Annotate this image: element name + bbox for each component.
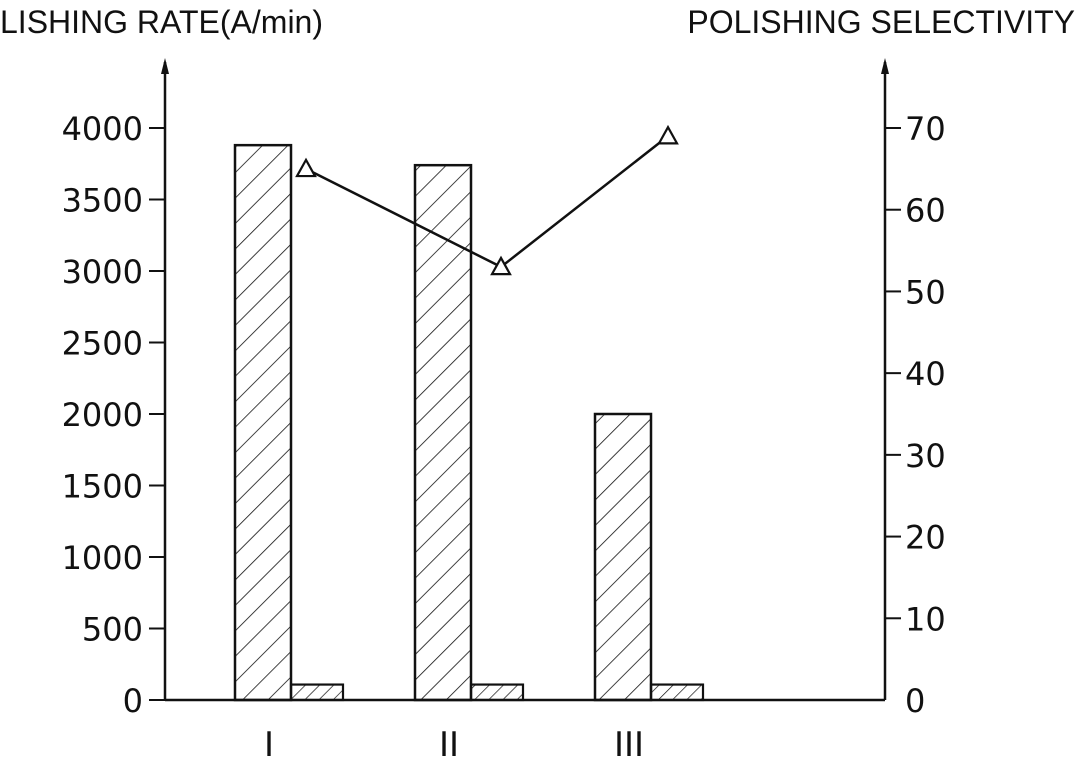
left-tick-label: 3000	[62, 253, 143, 291]
bar-small-rate	[291, 685, 343, 700]
right-tick-label: 60	[905, 192, 946, 230]
right-tick-label: 20	[905, 519, 946, 557]
bar-polishing-rate	[415, 165, 471, 700]
left-tick-label: 500	[82, 611, 143, 649]
bar-polishing-rate	[595, 414, 651, 700]
right-tick-label: 0	[905, 682, 925, 720]
left-axis-arrow	[161, 58, 169, 74]
left-tick-label: 1500	[62, 468, 143, 506]
left-tick-label: 0	[123, 682, 143, 720]
selectivity-line	[306, 136, 668, 267]
bar-polishing-rate	[235, 145, 291, 700]
category-label: I	[264, 725, 274, 763]
left-axis-label: LISHING RATE(A/min)	[0, 4, 323, 41]
left-tick-label: 3500	[62, 182, 143, 220]
left-tick-label: 4000	[62, 110, 143, 148]
right-tick-label: 50	[905, 273, 946, 311]
category-label: II	[439, 725, 459, 763]
right-tick-label: 30	[905, 437, 946, 475]
selectivity-point	[492, 258, 510, 274]
selectivity-point	[297, 160, 315, 176]
selectivity-point	[659, 127, 677, 143]
category-label: III	[614, 725, 644, 763]
left-tick-label: 1000	[62, 539, 143, 577]
right-tick-label: 70	[905, 110, 946, 148]
right-axis-label: POLISHING SELECTIVITY	[687, 4, 1075, 41]
right-tick-label: 40	[905, 355, 946, 393]
left-tick-label: 2500	[62, 325, 143, 363]
right-axis-arrow	[881, 58, 889, 74]
left-tick-label: 2000	[62, 396, 143, 434]
right-tick-label: 10	[905, 600, 946, 638]
bar-small-rate	[471, 685, 523, 700]
bar-small-rate	[651, 685, 703, 700]
